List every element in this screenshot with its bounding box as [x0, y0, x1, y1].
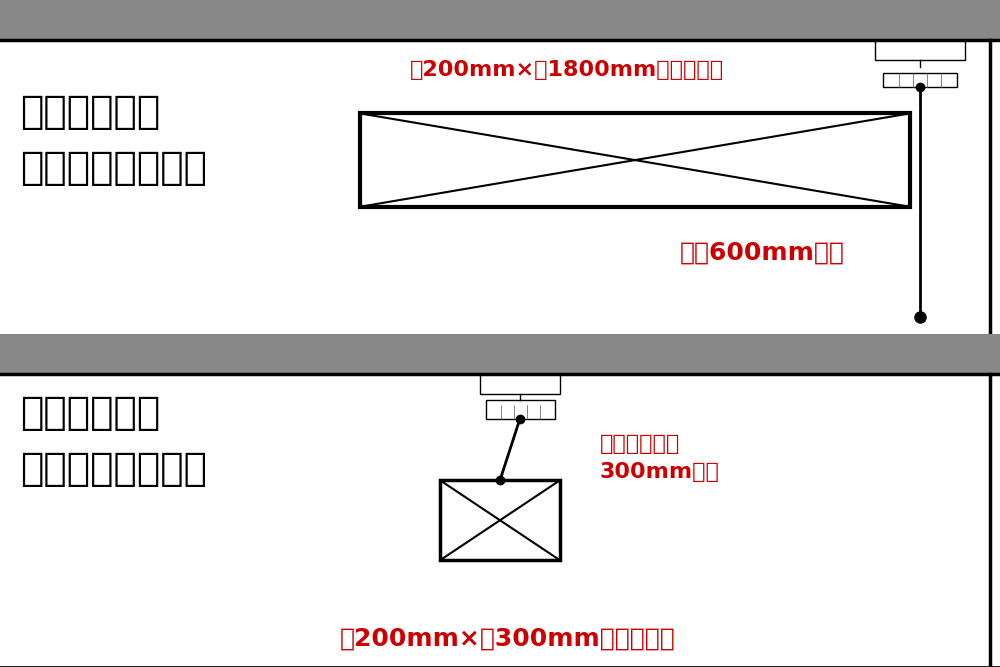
Bar	[360, 113, 910, 207]
Text: 煙感知器免除
となる基準（２）: 煙感知器免除 となる基準（２）	[20, 394, 207, 488]
Text: 縦200mm×縦300mm以上の開口: 縦200mm×縦300mm以上の開口	[340, 627, 676, 651]
Bar	[480, 374, 560, 394]
Bar	[875, 40, 965, 60]
FancyBboxPatch shape	[486, 400, 554, 420]
FancyBboxPatch shape	[0, 0, 1000, 40]
Text: 煙感知器免除
となる基準（１）: 煙感知器免除 となる基準（１）	[20, 93, 207, 187]
Bar	[440, 480, 560, 560]
FancyBboxPatch shape	[883, 73, 957, 87]
Text: 縦200mm×横1800mm以上の開口: 縦200mm×横1800mm以上の開口	[410, 60, 724, 80]
Text: 煙感知器から
300mm以内: 煙感知器から 300mm以内	[600, 434, 720, 482]
Text: 下方600mm未満: 下方600mm未満	[680, 240, 845, 264]
FancyBboxPatch shape	[0, 334, 1000, 374]
